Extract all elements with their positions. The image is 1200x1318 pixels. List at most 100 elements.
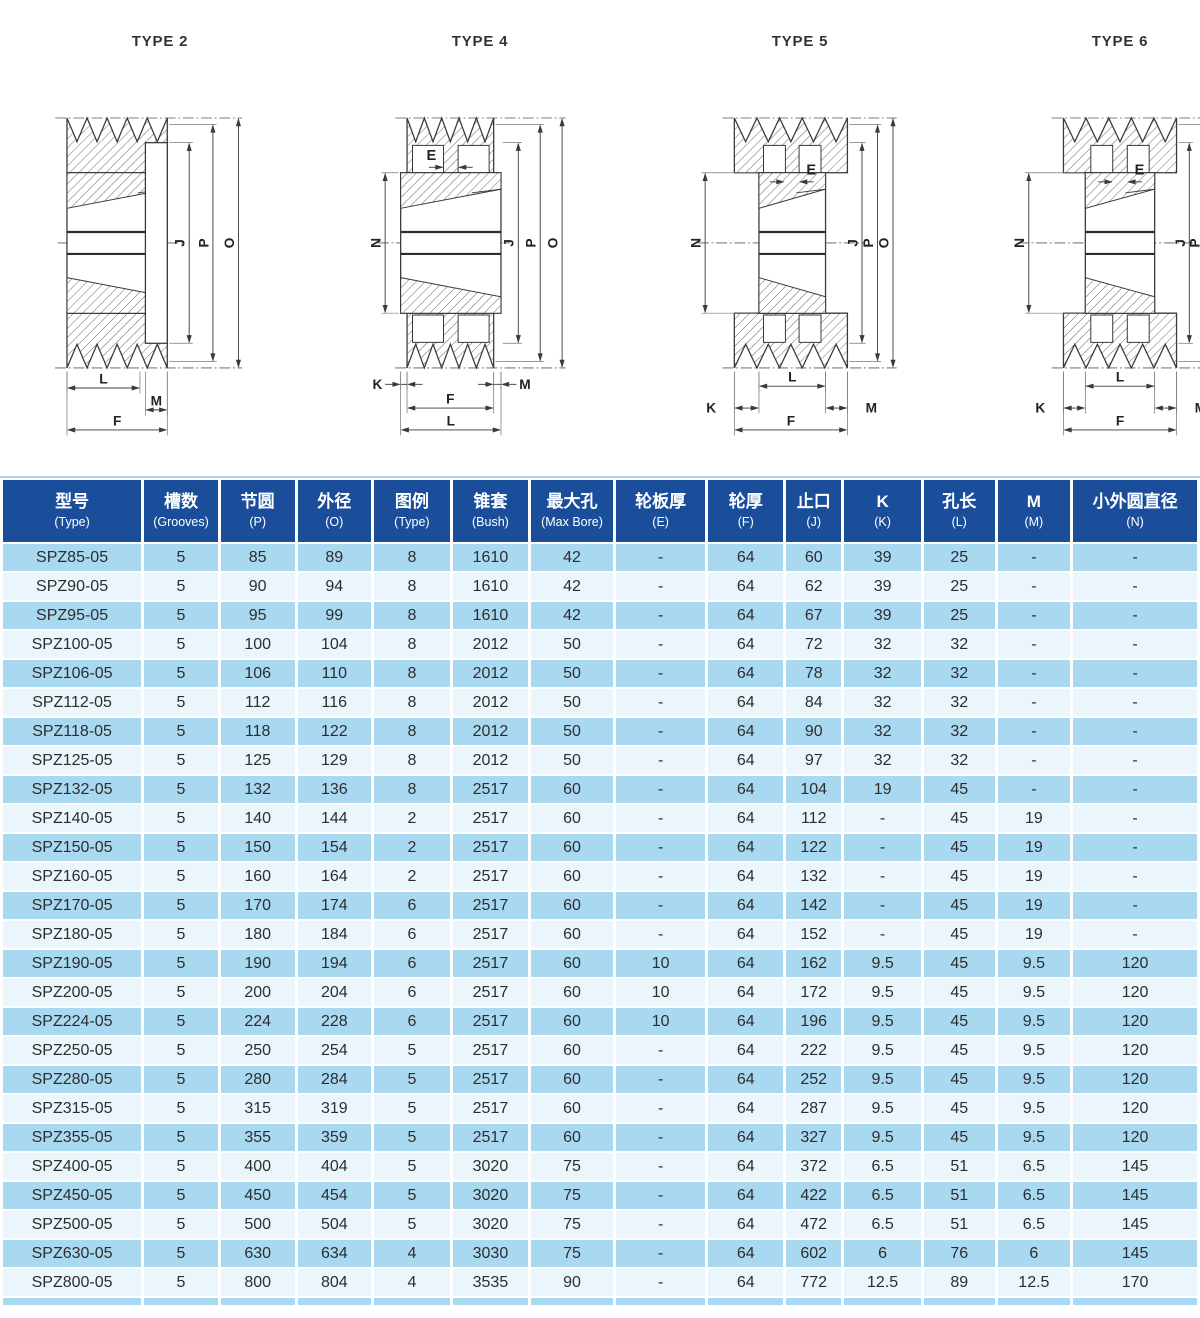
svg-text:F: F — [446, 391, 454, 406]
table-cell: 5 — [144, 950, 218, 977]
table-cell: 9.5 — [844, 1095, 921, 1122]
table-cell: - — [615, 834, 706, 861]
table-cell: SPZ85-05 — [3, 544, 142, 571]
table-cell: 6.5 — [844, 1211, 921, 1238]
table-cell: 355 — [220, 1124, 295, 1151]
table-cell: 196 — [786, 1008, 842, 1035]
table-cell: 32 — [844, 718, 921, 745]
table-cell: 25 — [923, 602, 995, 629]
svg-text:J: J — [1173, 239, 1188, 247]
table-cell: 120 — [1073, 1095, 1197, 1122]
table-cell: 252 — [786, 1066, 842, 1093]
table-cell: 3020 — [452, 1153, 529, 1180]
header-row: 型号 (Type) 槽数 (Grooves) 节圆 (P) 外径 (O) 图例 (Type) 锥套(… — [3, 480, 1197, 542]
svg-text:K: K — [1035, 401, 1045, 416]
drawing-title: TYPE 4 — [451, 33, 509, 50]
table-cell: 60 — [531, 1095, 613, 1122]
table-cell: 89 — [923, 1269, 995, 1296]
table-cell: - — [844, 892, 921, 919]
table-cell: 200 — [220, 979, 295, 1006]
table-cell: 6.5 — [844, 1182, 921, 1209]
table-cell: - — [1073, 660, 1197, 687]
table-cell: 10 — [615, 979, 706, 1006]
table-cell: 6 — [844, 1240, 921, 1267]
table-cell: 2517 — [452, 950, 529, 977]
table-row: SPZ106-05 5 106 110 8 2012 50-64 78 32 32- - — [3, 660, 1197, 687]
table-cell: 1610 — [452, 544, 529, 571]
table-cell: 78 — [786, 660, 842, 687]
table-cell: 19 — [997, 805, 1071, 832]
table-cell: 190 — [220, 950, 295, 977]
table-cell: 51 — [923, 1211, 995, 1238]
table-cell: SPZ190-05 — [3, 950, 142, 977]
svg-text:P: P — [196, 238, 211, 247]
table-cell: 140 — [220, 805, 295, 832]
table-cell: 504 — [297, 1211, 372, 1238]
svg-text:O: O — [876, 237, 891, 248]
table-cell — [3, 1298, 142, 1305]
table-cell: - — [1073, 602, 1197, 629]
table-cell: SPZ170-05 — [3, 892, 142, 919]
table-cell: - — [615, 1240, 706, 1267]
table-cell — [923, 1298, 995, 1305]
table-cell: 9.5 — [997, 1066, 1071, 1093]
table-cell: 2517 — [452, 1008, 529, 1035]
table-cell: 5 — [374, 1124, 450, 1151]
table-cell: SPZ630-05 — [3, 1240, 142, 1267]
table-cell: 129 — [297, 747, 372, 774]
table-cell: 75 — [531, 1240, 613, 1267]
table-cell: 120 — [1073, 1008, 1197, 1035]
table-cell: 42 — [531, 602, 613, 629]
table-cell: 64 — [708, 863, 784, 890]
table-cell: 64 — [708, 1240, 784, 1267]
table-cell: 180 — [220, 921, 295, 948]
table-cell: 64 — [708, 1008, 784, 1035]
table-cell: 60 — [531, 921, 613, 948]
table-cell: 154 — [297, 834, 372, 861]
table-cell: 6.5 — [997, 1153, 1071, 1180]
svg-text:E: E — [426, 148, 436, 164]
table-cell: 19 — [997, 834, 1071, 861]
table-cell: 6.5 — [997, 1211, 1071, 1238]
svg-text:E: E — [1135, 163, 1145, 179]
table-cell: - — [615, 1037, 706, 1064]
table-cell: 116 — [297, 689, 372, 716]
table-row: SPZ450-05 5 450 454 5 3020 75-64 422 6.5 51 6.5 145 — [3, 1182, 1197, 1209]
table-cell: 160 — [220, 863, 295, 890]
table-cell: - — [615, 544, 706, 571]
table-cell: 64 — [708, 573, 784, 600]
table-cell: 90 — [220, 573, 295, 600]
table-cell: 106 — [220, 660, 295, 687]
table-cell: 45 — [923, 1124, 995, 1151]
table-row: SPZ315-05 5 315 319 5 2517 60-64 287 9.5 45 9.5 120 — [3, 1095, 1197, 1122]
table-row: SPZ190-05 5 190 194 6 2517 60 10 64 162 9.5 45 9.5 12… — [3, 950, 1197, 977]
table-cell: - — [615, 1269, 706, 1296]
table-cell: 110 — [297, 660, 372, 687]
table-cell: SPZ315-05 — [3, 1095, 142, 1122]
table-cell: 3020 — [452, 1211, 529, 1238]
table-cell: 45 — [923, 863, 995, 890]
table-cell: 19 — [997, 892, 1071, 919]
table-cell: 2012 — [452, 747, 529, 774]
table-cell: 60 — [531, 863, 613, 890]
table-cell: 359 — [297, 1124, 372, 1151]
table-cell: 2517 — [452, 1066, 529, 1093]
table-cell: 45 — [923, 805, 995, 832]
table-cell: SPZ500-05 — [3, 1211, 142, 1238]
table-cell: 9.5 — [997, 950, 1071, 977]
table-row: SPZ224-05 5 224 228 6 2517 60 10 64 196 9.5 45 9.5 12… — [3, 1008, 1197, 1035]
table-cell: 5 — [144, 979, 218, 1006]
table-cell: - — [615, 747, 706, 774]
table-cell: 64 — [708, 979, 784, 1006]
table-cell: SPZ118-05 — [3, 718, 142, 745]
table-cell: 60 — [531, 776, 613, 803]
table-cell: - — [997, 573, 1071, 600]
svg-text:F: F — [787, 413, 795, 428]
svg-text:K: K — [706, 401, 716, 416]
drawing-title: TYPE 6 — [1091, 33, 1149, 50]
svg-text:P: P — [1187, 238, 1200, 247]
table-cell: 3535 — [452, 1269, 529, 1296]
column-header: 锥套 (Bush) — [452, 480, 529, 542]
table-cell: 2012 — [452, 689, 529, 716]
